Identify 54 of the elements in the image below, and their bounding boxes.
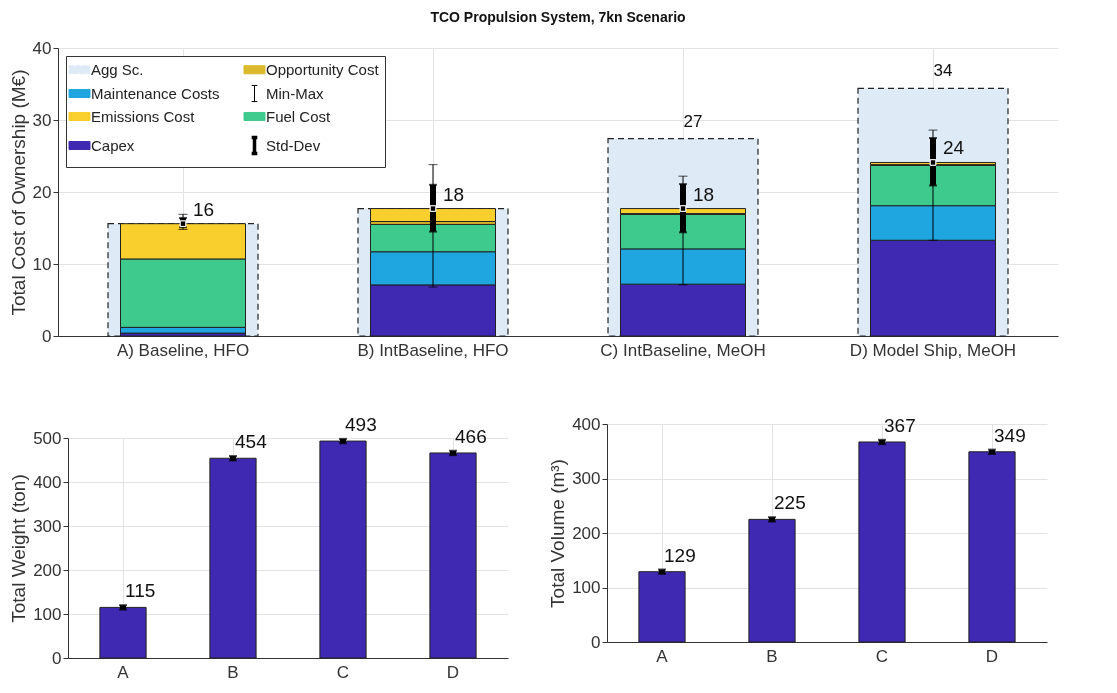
legend-label: Std-Dev <box>266 136 321 154</box>
data-label: 115 <box>125 580 156 602</box>
y-tick-label: 20 <box>32 182 52 202</box>
y-tick-label: 0 <box>42 326 52 346</box>
y-axis-title: Total Weight (ton) <box>8 474 30 623</box>
x-tick-label: D <box>985 646 999 666</box>
data-label: 367 <box>884 414 916 436</box>
y-axis-title: Total Cost of Ownership (M€) <box>7 69 29 316</box>
chart-title: TCO Propulsion System, 7kn Scenario <box>430 9 686 25</box>
y-tick-label: 30 <box>32 110 52 130</box>
data-label: 129 <box>664 544 696 566</box>
legend-label: Capex <box>91 136 135 154</box>
annotation: 18 <box>443 183 465 205</box>
legend-label: Emissions Cost <box>91 107 196 125</box>
y-tick-label: 400 <box>33 472 62 492</box>
x-tick-label: C <box>875 646 889 666</box>
y-tick-label: 40 <box>32 38 52 58</box>
data-label: 349 <box>994 424 1026 446</box>
legend-label: Agg Sc. <box>91 60 144 78</box>
x-tick-label: C) IntBaseline, MeOH <box>600 340 766 360</box>
x-tick-label: D <box>446 662 460 682</box>
y-tick-label: 200 <box>572 523 601 543</box>
annotation: 18 <box>693 183 715 205</box>
annotation: 16 <box>193 198 215 220</box>
data-label: 27 <box>683 111 703 131</box>
data-label: 225 <box>774 492 806 514</box>
data-label: 493 <box>345 413 377 435</box>
x-tick-label: B) IntBaseline, HFO <box>357 340 509 360</box>
y-tick-label: 100 <box>572 578 601 597</box>
y-tick-label: 300 <box>33 516 62 536</box>
y-tick-label: 0 <box>591 632 601 652</box>
x-tick-label: A <box>117 662 130 682</box>
y-axis-title: Total Volume (m³) <box>547 459 569 608</box>
x-tick-label: A) Baseline, HFO <box>116 340 250 360</box>
annotation: 24 <box>943 137 965 159</box>
legend-label: Opportunity Cost <box>266 60 380 78</box>
y-tick-label: 10 <box>32 254 52 274</box>
legend-label: Min-Max <box>266 84 324 102</box>
data-label: 34 <box>933 61 953 81</box>
y-tick-label: 0 <box>52 648 62 668</box>
data-label: 466 <box>455 425 487 447</box>
x-tick-label: D) Model Ship, MeOH <box>849 340 1017 360</box>
x-tick-label: B <box>227 662 239 682</box>
y-tick-label: 300 <box>572 469 601 488</box>
x-tick-label: A <box>656 646 669 666</box>
legend-label: Maintenance Costs <box>91 84 220 102</box>
y-tick-label: 100 <box>33 604 62 624</box>
y-tick-label: 500 <box>33 428 62 448</box>
data-label: 454 <box>235 431 268 453</box>
legend-label: Fuel Cost <box>266 107 332 125</box>
x-tick-label: C <box>336 662 350 682</box>
y-tick-label: 400 <box>572 414 601 434</box>
y-tick-label: 200 <box>33 560 62 580</box>
x-tick-label: B <box>766 646 778 666</box>
